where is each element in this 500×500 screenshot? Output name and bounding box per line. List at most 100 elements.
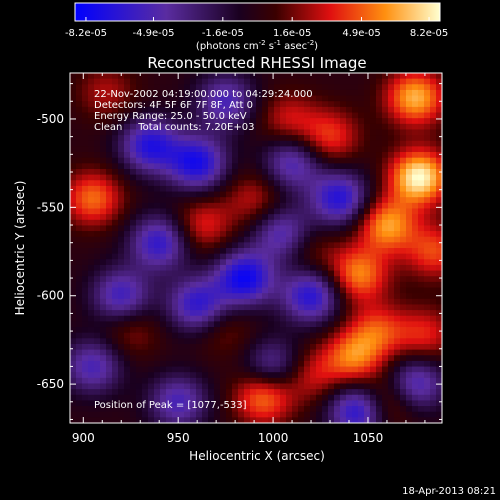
heatmap-cell <box>346 185 353 193</box>
heatmap-cell <box>232 315 239 322</box>
heatmap-cell <box>346 118 353 125</box>
heatmap-cell <box>214 298 221 306</box>
heatmap-cell <box>100 208 107 215</box>
heatmap-cell <box>268 73 275 80</box>
heatmap-cell <box>184 197 191 204</box>
heatmap-cell <box>226 400 233 407</box>
heatmap-cell <box>226 321 233 328</box>
heatmap-cell <box>238 270 245 277</box>
heatmap-cell <box>88 355 95 362</box>
heatmap-cell <box>184 118 191 125</box>
heatmap-cell <box>274 349 281 356</box>
heatmap-cell <box>220 135 227 142</box>
heatmap-cell <box>310 208 317 215</box>
heatmap-cell <box>136 304 143 311</box>
heatmap-cell <box>142 168 149 176</box>
heatmap-cell <box>238 118 245 125</box>
heatmap-cell <box>184 355 191 362</box>
heatmap-cell <box>214 338 221 345</box>
heatmap-cell <box>328 253 335 260</box>
heatmap-cell <box>226 327 233 334</box>
heatmap-cell <box>406 174 413 181</box>
heatmap-cell <box>208 163 215 170</box>
heatmap-cell <box>430 106 437 114</box>
heatmap-cell <box>76 383 83 390</box>
heatmap-cell <box>148 389 155 396</box>
heatmap-cell <box>424 400 431 407</box>
heatmap-cell <box>322 106 329 114</box>
heatmap-cell <box>142 377 149 385</box>
heatmap-cell <box>424 123 431 131</box>
heatmap-cell <box>178 152 185 159</box>
heatmap-cell <box>172 315 179 322</box>
heatmap-cell <box>112 163 119 170</box>
heatmap-cell <box>70 327 77 334</box>
heatmap-cell <box>286 180 293 187</box>
heatmap-cell <box>166 259 173 266</box>
heatmap-cell <box>340 343 347 351</box>
heatmap-cell <box>418 406 425 413</box>
heatmap-cell <box>292 84 299 91</box>
heatmap-cell <box>322 191 329 198</box>
heatmap-cell <box>346 253 353 260</box>
heatmap-cell <box>430 355 437 362</box>
heatmap-cell <box>166 78 173 85</box>
heatmap-cell <box>106 174 113 181</box>
heatmap-cell <box>130 411 137 418</box>
heatmap-cell <box>418 355 425 362</box>
heatmap-cell <box>388 394 395 402</box>
heatmap-cell <box>352 248 359 255</box>
heatmap-cell <box>382 400 389 407</box>
heatmap-cell <box>322 400 329 407</box>
heatmap-cell <box>280 140 287 147</box>
heatmap-cell <box>226 191 233 198</box>
heatmap-cell <box>376 180 383 187</box>
heatmap-cell <box>70 287 77 294</box>
heatmap-cell <box>274 400 281 407</box>
heatmap-cell <box>256 73 263 80</box>
heatmap-cell <box>136 180 143 187</box>
heatmap-cell <box>208 248 215 255</box>
heatmap-cell <box>238 343 245 351</box>
heatmap-cell <box>310 400 317 407</box>
heatmap-cell <box>280 281 287 289</box>
heatmap-cell <box>358 355 365 362</box>
heatmap-cell <box>154 89 161 97</box>
heatmap-cell <box>280 411 287 418</box>
chart-title: Reconstructed RHESSI Image <box>147 54 366 72</box>
heatmap-cell <box>262 270 269 277</box>
heatmap-cell <box>352 140 359 147</box>
heatmap-cell <box>202 281 209 289</box>
heatmap-cell <box>358 84 365 91</box>
heatmap-cell <box>148 123 155 131</box>
annotation-line-time: 22-Nov-2002 04:19:00.000 to 04:29:24.000 <box>94 89 313 100</box>
heatmap-cell <box>268 214 275 221</box>
heatmap-cell <box>418 180 425 187</box>
heatmap-cell <box>352 219 359 227</box>
heatmap-cell <box>160 338 167 345</box>
heatmap-cell <box>106 118 113 125</box>
heatmap-cell <box>208 259 215 266</box>
heatmap-cell <box>376 270 383 277</box>
heatmap-cell <box>388 276 395 283</box>
heatmap-cell <box>268 270 275 277</box>
heatmap-cell <box>130 332 137 339</box>
heatmap-cell <box>160 185 167 193</box>
heatmap-cell <box>364 180 371 187</box>
heatmap-cell <box>256 191 263 198</box>
heatmap-cell <box>328 191 335 198</box>
heatmap-cell <box>154 338 161 345</box>
heatmap-cell <box>142 343 149 351</box>
heatmap-cell <box>148 84 155 91</box>
heatmap-cell <box>142 394 149 402</box>
heatmap-cell <box>388 355 395 362</box>
heatmap-cell <box>202 338 209 345</box>
heatmap-cell <box>268 219 275 227</box>
heatmap-cell <box>226 281 233 289</box>
heatmap-cell <box>328 208 335 215</box>
heatmap-cell <box>352 259 359 266</box>
heatmap-cell <box>220 191 227 198</box>
heatmap-cell <box>88 191 95 198</box>
heatmap-cell <box>172 152 179 159</box>
heatmap-cell <box>118 236 125 243</box>
